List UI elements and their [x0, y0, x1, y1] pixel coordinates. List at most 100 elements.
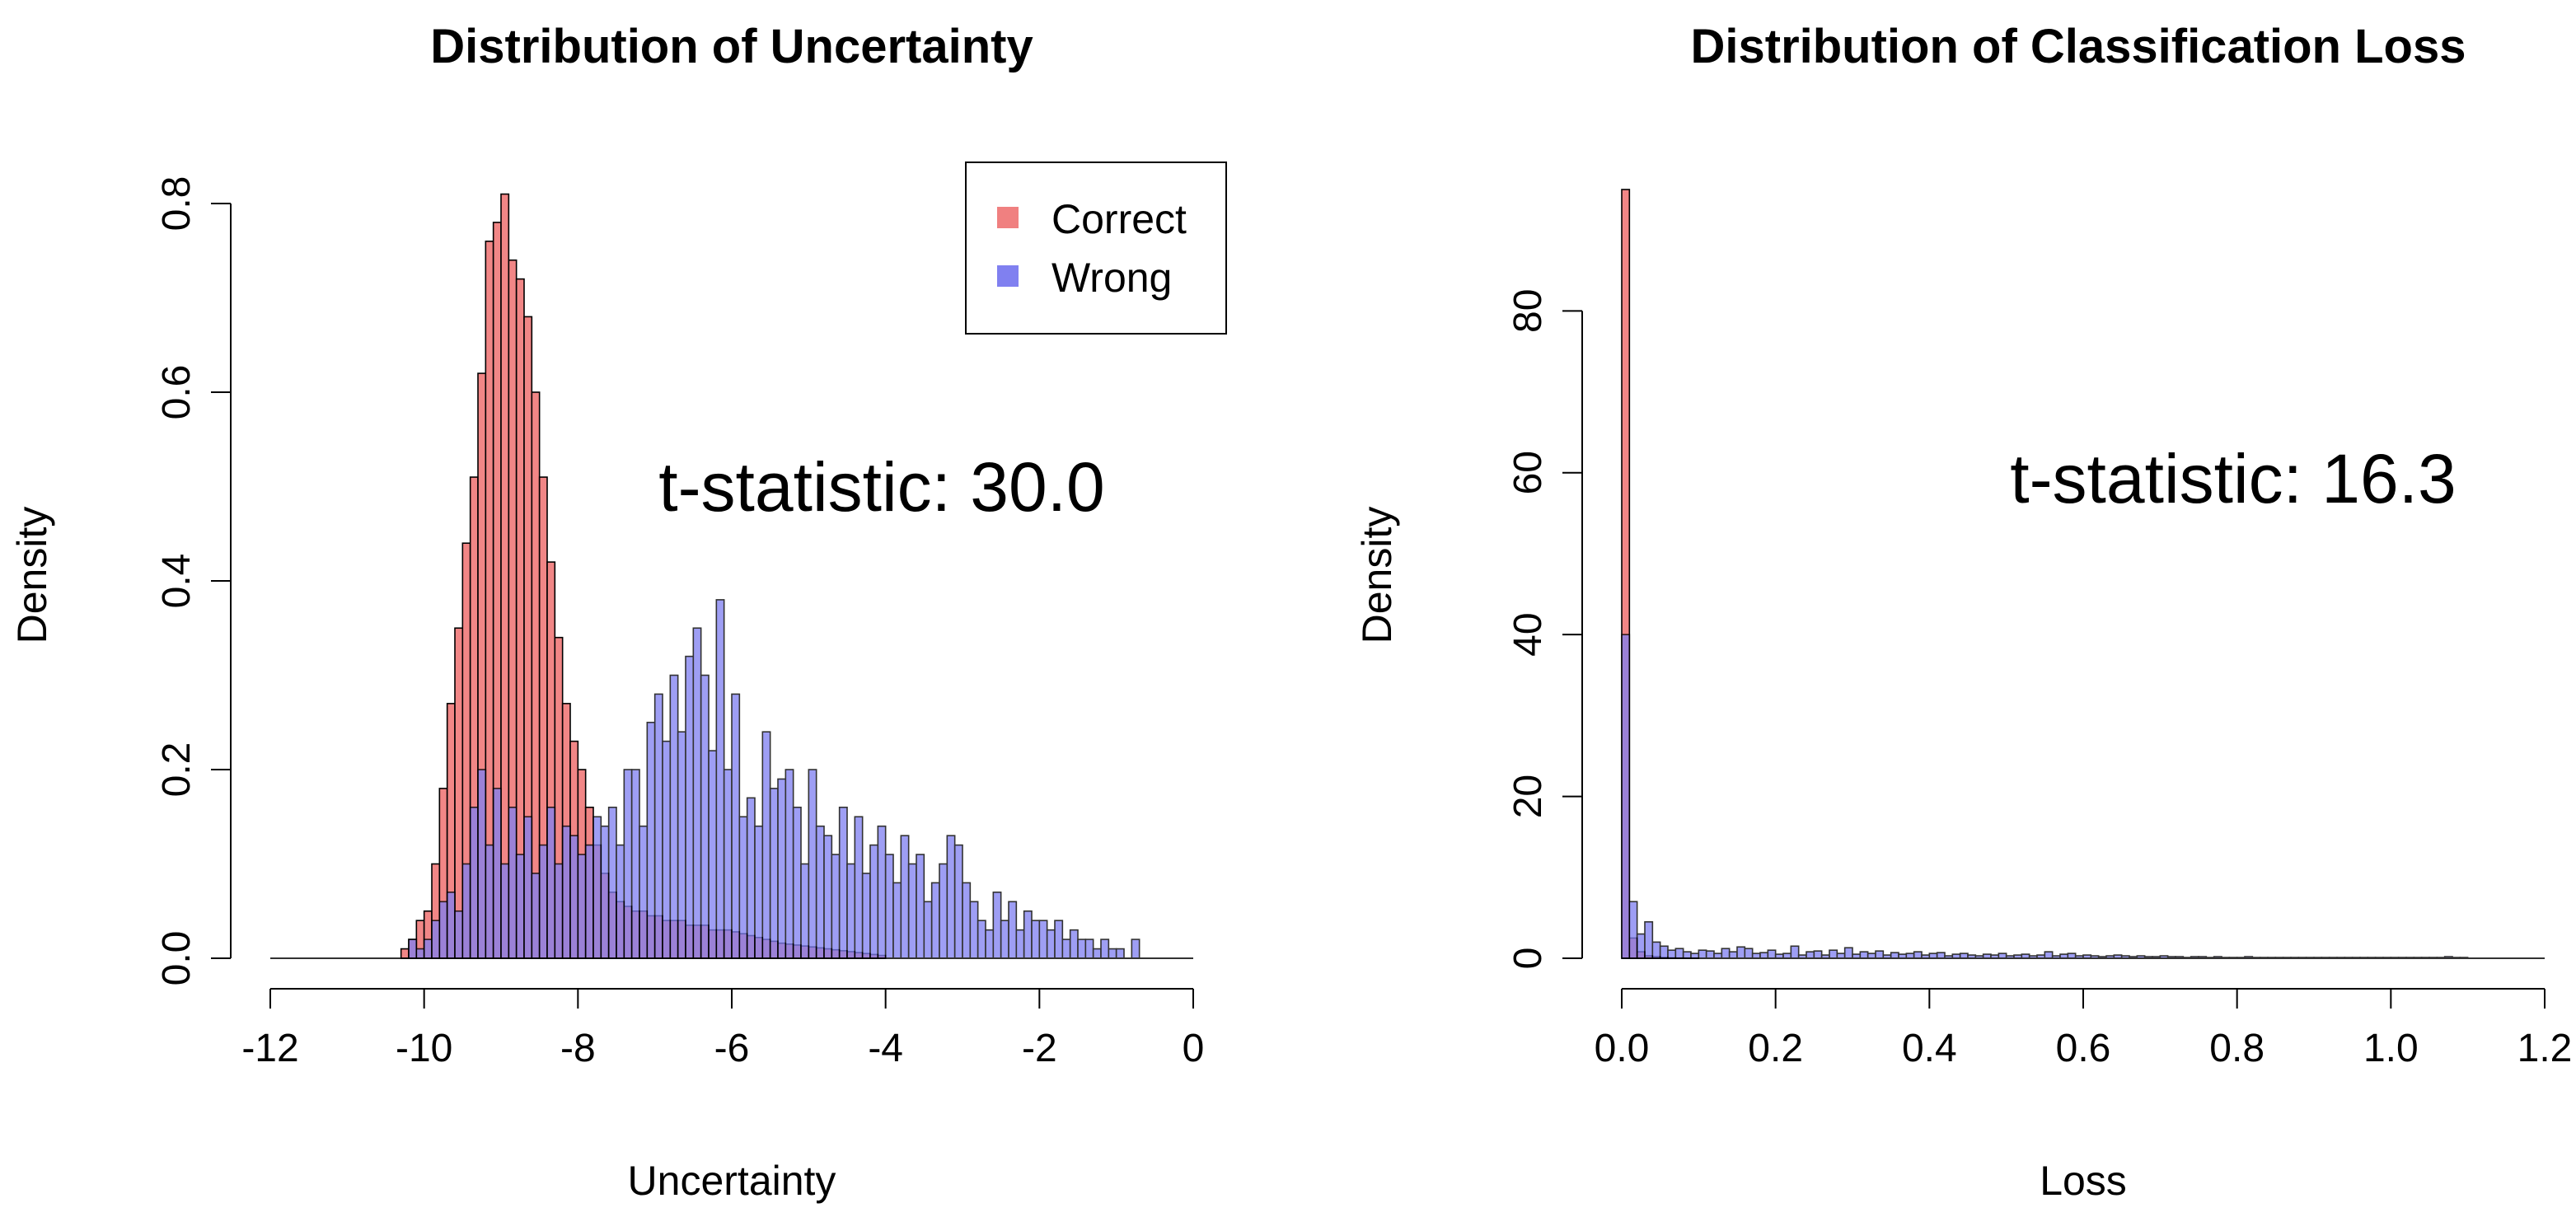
uncertainty-wrong-bar [700, 674, 710, 959]
loss-x-tick-label: 1.0 [2363, 1027, 2419, 1070]
uncertainty-wrong-bar [861, 873, 871, 959]
uncertainty-wrong-bar [431, 920, 441, 959]
uncertainty-wrong-bar [808, 769, 817, 959]
loss-y-axis: 0 20 40 60 80 [1506, 289, 1583, 969]
uncertainty-wrong-bar [508, 806, 518, 959]
loss-wrong-bar [1621, 634, 1631, 959]
loss-wrong-bars [1621, 634, 2545, 959]
loss-wrong-bar [1698, 949, 1707, 959]
uncertainty-wrong-bar [923, 901, 933, 959]
uncertainty-wrong-bar [953, 844, 963, 959]
uncertainty-wrong-bar [685, 655, 695, 959]
uncertainty-wrong-bar [523, 816, 533, 959]
uncertainty-wrong-bar [823, 835, 833, 959]
uncertainty-correct-bar [500, 193, 510, 959]
loss-wrong-bar [1813, 950, 1823, 959]
loss-wrong-bar [1736, 946, 1746, 959]
uncertainty-wrong-bar [792, 806, 802, 959]
uncertainty-panel: Distribution of Uncertainty Uncertainty … [9, 20, 1227, 1204]
uncertainty-y-axis: 0.0 0.2 0.4 0.6 0.8 [155, 176, 232, 986]
uncertainty-x-tick-label: -8 [560, 1027, 596, 1070]
loss-wrong-bar [1651, 941, 1661, 959]
loss-x-tick-label: 0.0 [1595, 1027, 1650, 1070]
uncertainty-wrong-bar [662, 740, 672, 959]
uncertainty-wrong-bar [1023, 910, 1033, 959]
loss-x-tick-label: 1.2 [2517, 1027, 2573, 1070]
uncertainty-wrong-bar [907, 863, 917, 959]
uncertainty-wrong-bar [761, 731, 771, 959]
uncertainty-wrong-bar [1061, 938, 1071, 959]
uncertainty-correct-bar [400, 948, 410, 959]
uncertainty-wrong-bar [639, 825, 649, 959]
uncertainty-wrong-bar [515, 854, 525, 959]
loss-x-tick-label: 0.2 [1748, 1027, 1803, 1070]
loss-x-tick-label: 0.6 [2056, 1027, 2111, 1070]
uncertainty-wrong-bar [646, 721, 656, 959]
uncertainty-wrong-bar [838, 806, 848, 959]
uncertainty-correct-bar [454, 627, 464, 959]
uncertainty-wrong-bar [1069, 929, 1079, 959]
uncertainty-y-tick-label: 0.0 [155, 931, 199, 986]
uncertainty-wrong-bar [677, 731, 686, 959]
loss-panel: Distribution of Classification Loss Loss… [1354, 20, 2572, 1204]
uncertainty-x-tick-label: -10 [396, 1027, 452, 1070]
uncertainty-x-tick-label: -4 [868, 1027, 903, 1070]
loss-y-tick-label: 60 [1506, 451, 1550, 494]
loss-y-tick-label: 40 [1506, 612, 1550, 656]
legend-box [965, 161, 1227, 335]
loss-wrong-bar [1843, 947, 1853, 959]
uncertainty-wrong-bar [554, 863, 564, 959]
uncertainty-wrong-bar [1077, 938, 1087, 959]
uncertainty-wrong-bar [754, 825, 764, 959]
loss-wrong-bar [1659, 945, 1669, 959]
uncertainty-wrong-bar [969, 901, 979, 959]
loss-wrong-bar [1767, 949, 1777, 959]
loss-wrong-bar [1636, 933, 1646, 959]
uncertainty-wrong-bar [746, 797, 756, 959]
loss-wrong-bar [1682, 951, 1692, 959]
loss-wrong-bar [1674, 948, 1684, 959]
uncertainty-wrong-bar [846, 863, 856, 959]
uncertainty-wrong-bar [692, 627, 702, 959]
uncertainty-wrong-bar [916, 854, 925, 959]
uncertainty-wrong-bar [461, 863, 471, 959]
loss-wrong-bar [1728, 951, 1738, 959]
uncertainty-wrong-bar [446, 892, 456, 959]
loss-wrong-bar [1913, 951, 1923, 959]
uncertainty-wrong-bar [939, 863, 948, 959]
uncertainty-x-tick-label: -6 [714, 1027, 750, 1070]
uncertainty-wrong-bar [538, 844, 548, 959]
uncertainty-wrong-bar [577, 854, 587, 959]
uncertainty-wrong-bar [723, 769, 733, 959]
uncertainty-wrong-bar [892, 882, 902, 959]
uncertainty-wrong-bar [962, 882, 972, 959]
loss-wrong-bar [2044, 951, 2054, 959]
loss-chart-title: Distribution of Classification Loss [1691, 20, 2466, 73]
loss-wrong-bar [1890, 952, 1899, 959]
legend: Correct Wrong [965, 161, 1227, 335]
uncertainty-wrong-bar [1046, 929, 1056, 959]
loss-wrong-bar [1829, 949, 1838, 959]
loss-y-tick-label: 80 [1506, 289, 1550, 333]
uncertainty-wrong-bar [500, 863, 510, 959]
uncertainty-wrong-bar [884, 854, 894, 959]
loss-wrong-bar [1806, 951, 1815, 959]
uncertainty-wrong-bar [592, 816, 602, 959]
uncertainty-wrong-bar [1108, 948, 1117, 959]
uncertainty-wrong-bar [1008, 901, 1018, 959]
uncertainty-wrong-bar [1038, 920, 1048, 959]
loss-wrong-bar [1936, 952, 1946, 959]
uncertainty-x-axis-label: Uncertainty [628, 1158, 836, 1204]
uncertainty-t-statistic: t-statistic: 30.0 [658, 448, 1105, 526]
uncertainty-wrong-bar [985, 929, 995, 959]
loss-x-tick-label: 0.4 [1902, 1027, 1957, 1070]
uncertainty-wrong-bar [569, 835, 579, 959]
uncertainty-wrong-bar [607, 806, 617, 959]
uncertainty-wrong-bar [653, 693, 663, 959]
uncertainty-wrong-bar [877, 825, 887, 959]
uncertainty-wrong-bar [415, 948, 425, 959]
uncertainty-wrong-bar [1131, 938, 1140, 959]
uncertainty-wrong-bar [731, 693, 741, 959]
loss-wrong-bar [1628, 901, 1638, 959]
loss-wrong-bar [1705, 950, 1715, 959]
